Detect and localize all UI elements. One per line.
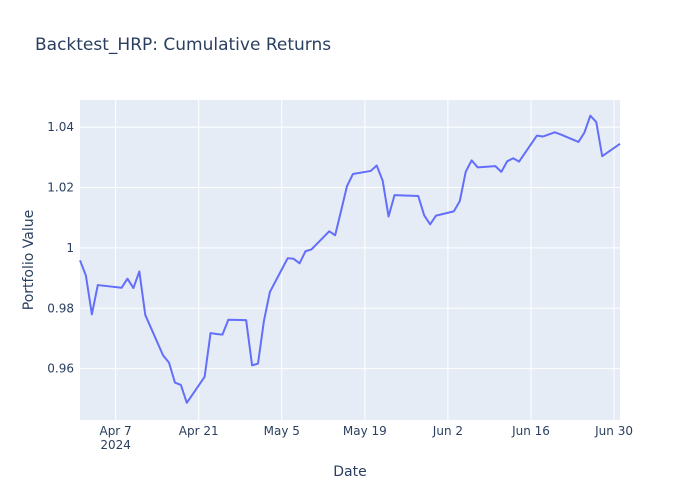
- x-tick-label: Apr 21: [179, 424, 219, 438]
- x-tick-label: May 5: [264, 424, 300, 438]
- x-tick-label: May 19: [343, 424, 387, 438]
- chart-title: Backtest_HRP: Cumulative Returns: [35, 35, 331, 55]
- x-tick-label: Jun 2: [432, 424, 463, 438]
- x-axis-title: Date: [333, 464, 366, 480]
- y-tick-label: 1: [66, 241, 74, 255]
- y-tick-label: 0.96: [47, 362, 74, 376]
- x-tick-label: Apr 7: [99, 424, 131, 438]
- x-tick-label: Jun 16: [511, 424, 550, 438]
- y-tick-label: 0.98: [47, 301, 74, 315]
- y-axis-ticks: 0.96 0.98 1 1.02 1.04: [47, 120, 74, 376]
- plot-background: [80, 100, 620, 420]
- y-axis-title: Portfolio Value: [21, 210, 37, 311]
- x-tick-sublabel: 2024: [100, 438, 131, 452]
- gridlines: [80, 100, 620, 420]
- y-tick-label: 1.04: [47, 120, 74, 134]
- y-tick-label: 1.02: [47, 181, 74, 195]
- series-layer: [79, 114, 621, 404]
- x-tick-label: Jun 30: [594, 424, 633, 438]
- series-line: [79, 114, 621, 404]
